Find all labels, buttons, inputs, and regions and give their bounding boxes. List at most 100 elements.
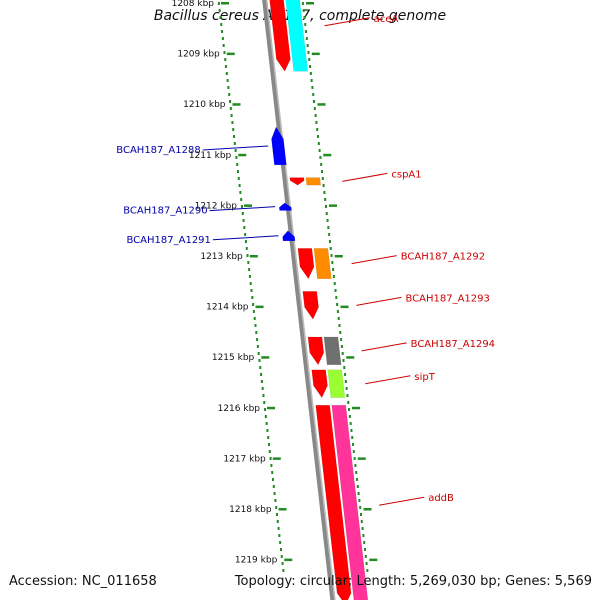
track-dot: [350, 429, 353, 432]
track-dot: [219, 16, 222, 19]
track-dot: [227, 86, 230, 89]
track-dot: [273, 492, 276, 495]
track-dot: [332, 275, 335, 278]
track-dot: [352, 443, 355, 446]
track-dot: [311, 86, 314, 89]
track-dot: [362, 534, 365, 537]
track-dot: [243, 226, 246, 229]
track-dot: [344, 380, 347, 383]
track-dot: [278, 534, 281, 537]
track-dot: [313, 100, 316, 103]
track-dot: [260, 380, 263, 383]
track-dot: [337, 317, 340, 320]
track-dot: [279, 541, 282, 544]
scale-tick: [272, 457, 281, 460]
track-dot: [364, 555, 367, 558]
track-dot: [220, 23, 223, 26]
accession-info: Accession: NC_011658: [9, 574, 157, 589]
track-dot: [240, 205, 243, 208]
scale-tick: [249, 255, 258, 258]
track-dot: [366, 569, 369, 572]
scale-tick: [311, 52, 320, 56]
track-dot: [315, 121, 318, 124]
track-dot: [360, 520, 363, 523]
scale-tick: [284, 558, 293, 562]
gene-label: BCAH187_A1290: [123, 206, 207, 217]
track-dot: [339, 331, 342, 334]
genome-stats: Topology: circular; Length: 5,269,030 bp…: [234, 574, 592, 589]
track-dot: [363, 548, 366, 551]
track-dot: [328, 233, 331, 236]
track-dot: [251, 296, 254, 299]
accession-label: Accession:: [9, 574, 78, 589]
track-dot: [329, 247, 332, 250]
track-dot: [250, 289, 253, 292]
track-dot: [264, 408, 267, 411]
scale-tick: [255, 305, 264, 309]
track-dot: [236, 163, 239, 166]
track-dot: [276, 520, 279, 523]
track-dot: [301, 2, 304, 5]
track-dot: [307, 51, 310, 54]
gene-label: sipT: [414, 372, 435, 383]
label-leader: [212, 235, 279, 241]
track-dot: [319, 156, 322, 159]
track-dot: [324, 198, 327, 201]
gene-arrow-BCAH187_A1290: [278, 202, 292, 211]
track-dot: [271, 471, 274, 474]
gene-arrow-aceA: [269, 0, 291, 72]
track-dot: [217, 2, 220, 5]
track-dot: [316, 128, 319, 131]
track-dot: [241, 212, 244, 215]
right-tick-track: [301, 2, 369, 572]
scale-tick: [369, 558, 378, 562]
track-dot: [323, 191, 326, 194]
track-dot: [338, 324, 341, 327]
scale-tick: [306, 2, 314, 5]
track-dot: [317, 142, 320, 145]
track-dot: [231, 121, 234, 124]
track-dot: [229, 100, 232, 103]
gene-arrow-BCAH187_A1291: [282, 230, 296, 242]
scale-label: 1212 kbp: [195, 201, 238, 211]
track-dot: [275, 506, 278, 509]
track-dot: [355, 471, 358, 474]
track-dot: [334, 289, 337, 292]
track-dot: [267, 436, 270, 439]
scale-tick: [261, 356, 270, 359]
track-dot: [260, 373, 263, 376]
track-dot: [248, 268, 251, 271]
track-dot: [238, 184, 241, 187]
track-dot: [249, 282, 252, 285]
track-dot: [322, 184, 325, 187]
track-dot: [304, 23, 307, 26]
track-dot: [239, 191, 242, 194]
track-dot: [226, 79, 229, 82]
gene-label: BCAH187_A1294: [411, 339, 495, 350]
topology-label: Topology:: [234, 574, 296, 589]
track-dot: [318, 149, 321, 152]
scale-tick: [238, 153, 247, 157]
track-dot: [280, 555, 283, 558]
track-dot: [354, 464, 357, 467]
scale-label: 1208 kbp: [172, 0, 215, 9]
gene-arrow-addB: [315, 405, 352, 600]
track-dot: [274, 499, 277, 502]
track-dot: [225, 72, 228, 75]
track-dot: [258, 359, 261, 362]
scale-label: 1209 kbp: [177, 50, 220, 60]
track-dot: [245, 247, 248, 250]
feature-labels: aceA cspA1 BCAH187_A1292 BCAH187_A1293 BCAH1…: [116, 14, 495, 506]
label-leader: [365, 375, 411, 385]
track-dot: [253, 317, 256, 320]
track-dot: [230, 114, 233, 117]
genome-backbone: [262, 0, 336, 600]
track-dot: [331, 261, 334, 264]
track-dot: [248, 275, 251, 278]
track-dot: [242, 219, 245, 222]
track-dot: [256, 338, 259, 341]
track-dot: [259, 366, 262, 369]
gene-label: aceA: [374, 14, 399, 25]
track-dot: [336, 310, 339, 313]
